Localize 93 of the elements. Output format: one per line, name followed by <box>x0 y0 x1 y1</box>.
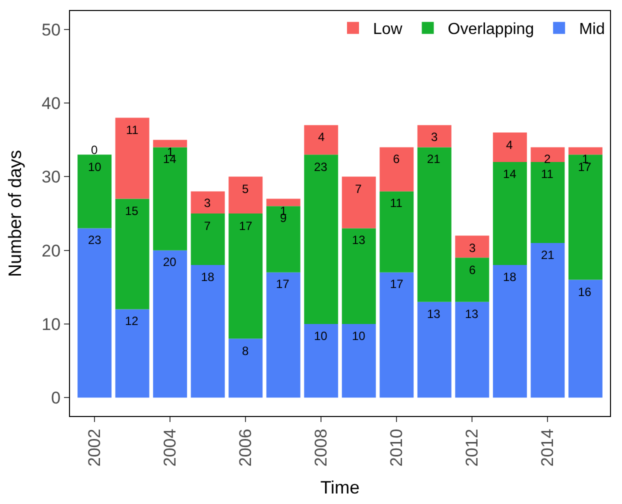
bar <box>228 214 263 339</box>
data-label: 10 <box>352 329 366 343</box>
data-label: 16 <box>578 285 592 299</box>
data-label: 3 <box>204 196 211 210</box>
y-tick-label: 10 <box>42 314 61 334</box>
bar <box>455 258 490 302</box>
data-label: 6 <box>393 152 400 166</box>
data-label: 23 <box>88 233 102 247</box>
bar <box>492 132 527 162</box>
data-label: 5 <box>242 182 249 196</box>
legend-label: Overlapping <box>448 21 534 38</box>
bar <box>190 214 225 266</box>
bar <box>115 309 150 398</box>
bar <box>228 338 263 398</box>
bar <box>304 154 338 324</box>
bar <box>115 118 150 199</box>
data-label: 18 <box>503 270 517 284</box>
data-label: 7 <box>355 182 362 196</box>
y-tick-label: 40 <box>42 94 61 113</box>
data-label: 20 <box>163 255 177 269</box>
data-label: 3 <box>469 241 476 255</box>
bar <box>78 154 112 228</box>
data-label: 7 <box>204 219 211 233</box>
data-label: 17 <box>390 277 404 291</box>
y-tick-label: 50 <box>42 20 61 40</box>
data-label: 17 <box>276 277 290 291</box>
bar <box>304 125 338 155</box>
bar <box>568 154 602 280</box>
bar <box>228 176 263 214</box>
legend-label: Low <box>373 21 403 38</box>
bar <box>304 324 338 398</box>
x-tick-label: 2004 <box>160 428 180 467</box>
x-tick-label: 2008 <box>312 428 331 467</box>
data-label: 13 <box>352 233 366 247</box>
x-tick-label: 2012 <box>462 428 482 467</box>
bar <box>342 228 376 324</box>
bar <box>568 280 602 398</box>
x-tick-label: 2014 <box>538 428 558 467</box>
data-label: 6 <box>469 263 476 277</box>
bar <box>115 198 150 310</box>
bar <box>455 302 490 398</box>
bar <box>190 191 225 214</box>
data-label: 17 <box>239 219 253 233</box>
bar <box>492 265 527 398</box>
bar <box>190 265 225 398</box>
data-label: 4 <box>318 130 325 144</box>
bar <box>153 147 188 250</box>
bar <box>380 272 414 398</box>
bar <box>380 147 414 192</box>
bar <box>530 162 565 243</box>
y-axis-title: Number of days <box>4 150 25 278</box>
data-label: 12 <box>125 314 139 328</box>
data-label: 8 <box>242 344 249 358</box>
data-label: 21 <box>427 152 441 166</box>
bar <box>380 191 414 272</box>
bar <box>530 242 565 398</box>
data-label: 23 <box>314 160 328 174</box>
bar <box>266 198 300 206</box>
bar <box>417 147 452 302</box>
legend-label: Mid <box>579 21 605 38</box>
data-label: 14 <box>503 167 517 181</box>
data-label: 10 <box>88 160 102 174</box>
data-label: 0 <box>91 143 98 157</box>
data-label: 13 <box>427 307 441 321</box>
data-label: 18 <box>201 270 215 284</box>
data-label: 11 <box>541 167 554 181</box>
bar <box>153 250 188 398</box>
bar <box>492 162 527 266</box>
bar <box>153 140 188 148</box>
y-tick-label: 30 <box>42 168 61 187</box>
data-label: 13 <box>465 307 479 321</box>
x-tick-label: 2006 <box>236 428 256 467</box>
bar <box>417 302 452 398</box>
data-label: 15 <box>125 204 139 218</box>
x-tick-label: 2002 <box>85 428 104 467</box>
data-label: 11 <box>390 196 403 210</box>
bar <box>417 125 452 148</box>
bar <box>266 272 300 398</box>
x-axis-title: Time <box>320 478 360 498</box>
bar <box>342 176 376 228</box>
data-label: 10 <box>314 329 328 343</box>
y-tick-label: 0 <box>51 388 61 408</box>
bar <box>78 228 112 398</box>
data-label: 21 <box>541 248 555 262</box>
bar <box>455 236 490 258</box>
bar <box>266 206 300 272</box>
data-label: 4 <box>506 138 513 152</box>
bar <box>568 147 602 155</box>
y-tick-label: 20 <box>42 241 61 260</box>
data-label: 3 <box>431 130 438 144</box>
x-tick-label: 2010 <box>387 428 406 467</box>
bar <box>342 324 376 398</box>
data-label: 11 <box>126 123 139 137</box>
